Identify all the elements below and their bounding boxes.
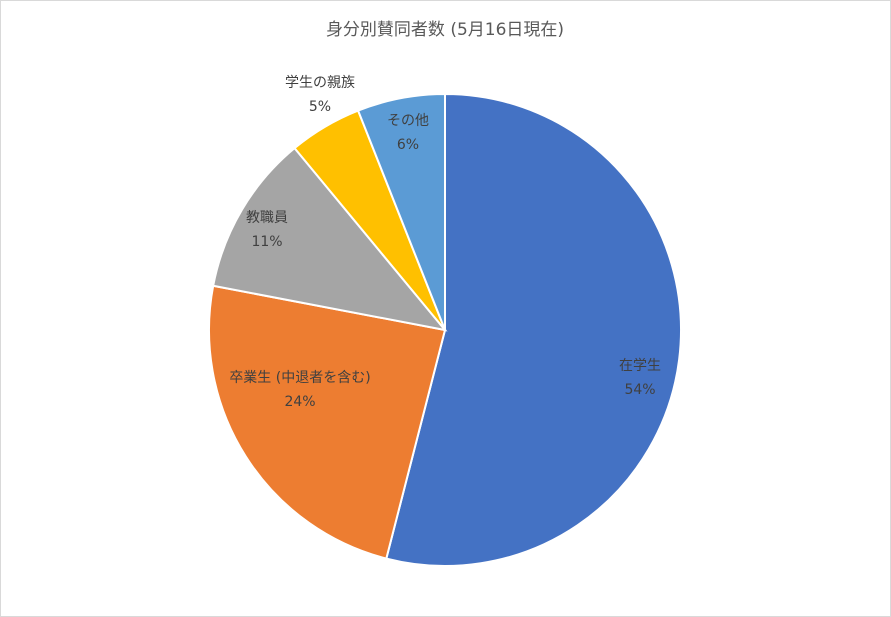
slice-label: 学生の親族 — [285, 75, 355, 91]
chart-title: 身分別賛同者数 (5月16日現在) — [326, 20, 564, 40]
value-label: 6% — [397, 137, 419, 153]
slice-label: その他 — [387, 113, 429, 129]
value-label: 5% — [309, 99, 331, 115]
value-label: 54% — [624, 382, 655, 398]
pie-slice — [212, 146, 448, 332]
value-label: 24% — [284, 394, 315, 410]
value-label: 11% — [251, 234, 282, 250]
pie-slice — [208, 284, 447, 560]
slice-label: 卒業生 (中退者を含む) — [229, 370, 370, 386]
pie-slice — [356, 92, 446, 331]
pie-slice — [385, 92, 682, 567]
slice-label: 在学生 — [619, 358, 661, 374]
slice-label: 教職員 — [246, 210, 288, 226]
